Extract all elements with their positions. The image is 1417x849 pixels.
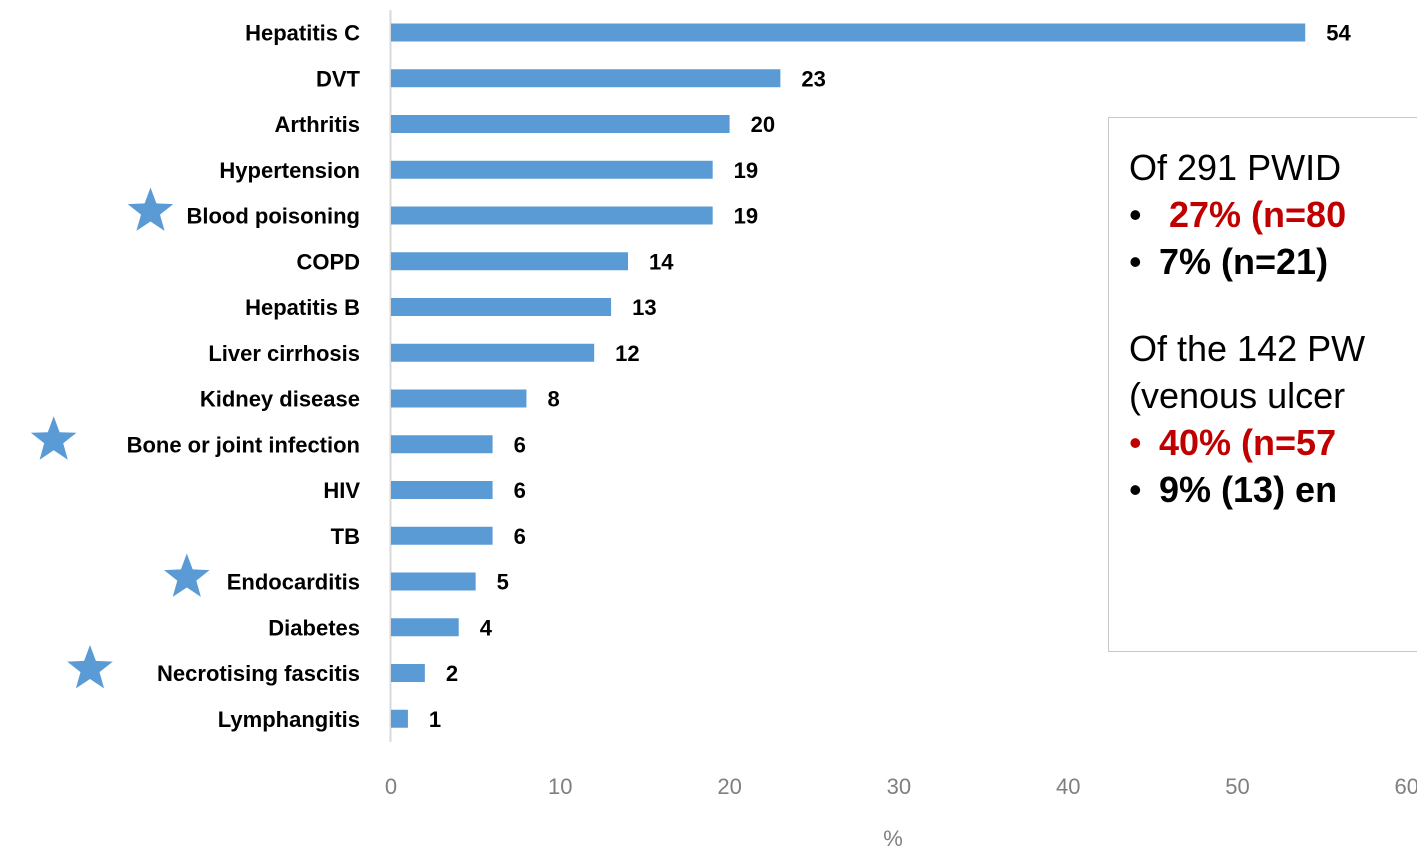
- bar: [391, 481, 493, 499]
- bar: [391, 69, 781, 88]
- bar: [391, 115, 730, 133]
- category-label: HIV: [323, 478, 360, 503]
- category-label: TB: [331, 524, 360, 549]
- callout-intro-line-1: Of 291 PWID: [1129, 147, 1342, 188]
- data-label: 19: [734, 204, 758, 229]
- star-icon: [127, 187, 174, 231]
- callout-bullet-3-text: 40% (n=57: [1159, 422, 1337, 463]
- star-icon: [30, 416, 77, 460]
- data-label: 6: [514, 524, 526, 549]
- data-label: 19: [734, 158, 758, 183]
- callout-intro-line-2: Of the 142 PW: [1129, 328, 1366, 369]
- x-tick-label: 30: [887, 774, 911, 799]
- bar: [391, 389, 527, 408]
- callout-bullet-4: • 9% (13) en: [1129, 466, 1417, 513]
- bar: [391, 343, 595, 362]
- x-tick-label: 40: [1056, 774, 1080, 799]
- bar: [391, 298, 612, 316]
- bar: [391, 664, 425, 682]
- callout-bullet-2-text: 7% (n=21): [1159, 241, 1329, 282]
- star-icon: [164, 553, 210, 597]
- category-label: Necrotising fascitis: [157, 661, 360, 686]
- data-label: 6: [514, 478, 526, 503]
- category-label: Kidney disease: [200, 387, 360, 412]
- callout-bullet-1-text: 27% (n=80: [1169, 194, 1347, 235]
- bar: [391, 618, 459, 637]
- callout-bullet-3: • 40% (n=57: [1129, 419, 1417, 466]
- x-tick-label: 50: [1225, 774, 1249, 799]
- data-label: 6: [514, 432, 526, 457]
- x-axis-title: %: [883, 826, 903, 849]
- callout-bullet-4-text: 9% (13) en: [1159, 469, 1338, 510]
- data-label: 8: [547, 387, 559, 412]
- category-label: Blood poisoning: [186, 204, 360, 229]
- callout-intro-line-3: (venous ulcer: [1129, 375, 1346, 416]
- callout-bullet-1: • 27% (n=80: [1129, 191, 1417, 238]
- data-label: 12: [615, 341, 639, 366]
- bar: [391, 206, 713, 225]
- category-label: Hypertension: [219, 158, 360, 183]
- bullet-glyph: •: [1129, 241, 1142, 282]
- data-label: 23: [801, 66, 825, 91]
- category-label: Liver cirrhosis: [208, 341, 360, 366]
- data-label: 54: [1326, 21, 1351, 46]
- category-label: Diabetes: [268, 615, 360, 640]
- data-label: 13: [632, 295, 656, 320]
- category-label: Lymphangitis: [218, 707, 360, 732]
- bar: [391, 252, 629, 271]
- data-label: 1: [429, 707, 441, 732]
- summary-callout-box: Of 291 PWID • 27% (n=80 • 7% (n=21) Of t…: [1108, 117, 1417, 652]
- category-label: DVT: [316, 66, 361, 91]
- bullet-glyph: •: [1129, 469, 1142, 510]
- bullet-glyph: •: [1129, 422, 1142, 463]
- category-label: Endocarditis: [227, 570, 360, 595]
- x-tick-label: 10: [548, 774, 572, 799]
- x-tick-label: 60: [1395, 774, 1417, 799]
- data-label: 14: [649, 249, 674, 274]
- category-label: Hepatitis B: [245, 295, 360, 320]
- bar: [391, 160, 713, 179]
- star-icon: [67, 645, 113, 689]
- data-label: 20: [751, 112, 775, 137]
- x-tick-label: 20: [717, 774, 741, 799]
- bar: [391, 23, 1306, 42]
- bar: [391, 526, 493, 545]
- category-label: Bone or joint infection: [127, 432, 360, 457]
- callout-bullet-2: • 7% (n=21): [1129, 238, 1417, 285]
- bar: [391, 435, 493, 454]
- x-tick-label: 0: [385, 774, 397, 799]
- category-label: Hepatitis C: [245, 21, 360, 46]
- bar: [391, 572, 476, 591]
- callout-spacer: [1129, 285, 1417, 325]
- data-label: 4: [480, 615, 493, 640]
- data-label: 2: [446, 661, 458, 686]
- data-label: 5: [497, 570, 509, 595]
- category-label: Arthritis: [274, 112, 360, 137]
- category-label: COPD: [296, 249, 360, 274]
- bar: [391, 709, 408, 728]
- bullet-glyph: •: [1129, 194, 1142, 235]
